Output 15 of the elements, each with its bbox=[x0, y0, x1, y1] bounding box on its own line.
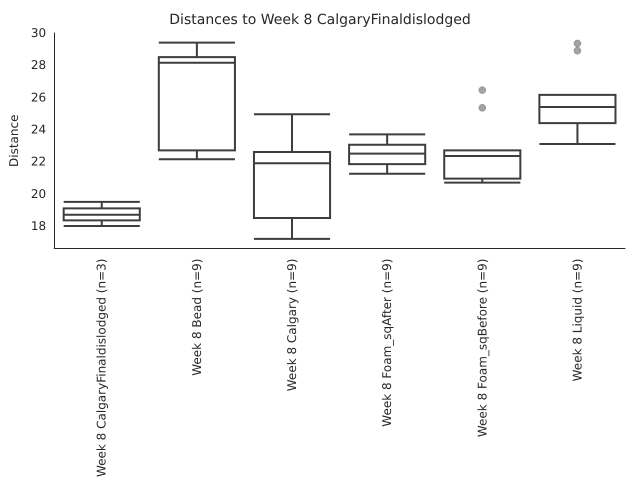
y-tick-label: 28 bbox=[30, 58, 46, 72]
x-tick-label: Week 8 CalgaryFinaldislodged (n=3) bbox=[94, 258, 109, 478]
y-tick-label: 26 bbox=[30, 90, 46, 104]
x-tick-label: Week 8 Liquid (n=9) bbox=[570, 258, 584, 382]
y-tick-label: 22 bbox=[30, 154, 46, 169]
y-axis-title: Distance bbox=[7, 114, 21, 168]
y-tick-label: 20 bbox=[30, 186, 46, 201]
y-tick-label: 24 bbox=[30, 122, 46, 137]
x-tick-label: Week 8 Calgary (n=9) bbox=[285, 258, 300, 392]
x-tick-label: Week 8 Bead (n=9) bbox=[190, 258, 204, 376]
chart-title: Distances to Week 8 CalgaryFinaldislodged bbox=[169, 12, 471, 28]
y-tick-label: 18 bbox=[30, 219, 46, 234]
x-tick-label: Week 8 Foam_sqAfter (n=9) bbox=[380, 258, 394, 427]
x-tick-label: Week 8 Foam_sqBefore (n=9) bbox=[475, 258, 490, 438]
y-tick-label: 30 bbox=[30, 26, 46, 40]
